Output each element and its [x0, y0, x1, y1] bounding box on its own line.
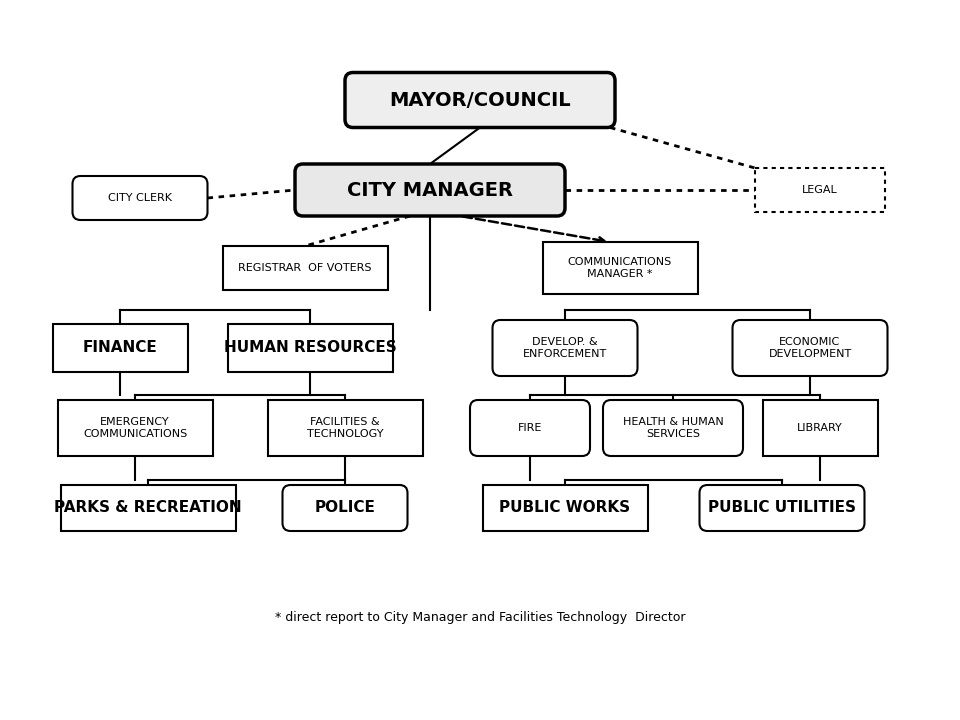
Bar	[53, 324, 187, 372]
Text: DEVELOP. &
ENFORCEMENT: DEVELOP. & ENFORCEMENT	[523, 337, 607, 359]
Bar	[60, 485, 235, 531]
Bar	[483, 485, 647, 531]
Text: HEALTH & HUMAN
SERVICES: HEALTH & HUMAN SERVICES	[623, 417, 724, 438]
Bar	[228, 324, 393, 372]
Bar	[223, 246, 388, 290]
Text: PUBLIC UTILITIES: PUBLIC UTILITIES	[708, 500, 856, 516]
FancyBboxPatch shape	[73, 176, 207, 220]
Text: LIBRARY: LIBRARY	[797, 423, 843, 433]
Bar	[755, 168, 885, 212]
Text: ECONOMIC
DEVELOPMENT: ECONOMIC DEVELOPMENT	[768, 337, 852, 359]
FancyBboxPatch shape	[345, 73, 615, 127]
Text: * direct report to City Manager and Facilities Technology  Director: * direct report to City Manager and Faci…	[275, 611, 685, 624]
Bar	[58, 400, 212, 456]
FancyBboxPatch shape	[732, 320, 887, 376]
Text: PUBLIC WORKS: PUBLIC WORKS	[499, 500, 631, 516]
Text: EMERGENCY
COMMUNICATIONS: EMERGENCY COMMUNICATIONS	[83, 417, 187, 438]
FancyBboxPatch shape	[470, 400, 590, 456]
Text: FACILITIES &
TECHNOLOGY: FACILITIES & TECHNOLOGY	[307, 417, 383, 438]
Text: COMMUNICATIONS
MANAGER *: COMMUNICATIONS MANAGER *	[568, 257, 672, 279]
Text: FIRE: FIRE	[517, 423, 542, 433]
FancyBboxPatch shape	[700, 485, 865, 531]
Bar	[268, 400, 422, 456]
FancyBboxPatch shape	[492, 320, 637, 376]
Bar	[762, 400, 877, 456]
Text: LEGAL: LEGAL	[803, 185, 838, 195]
Bar	[542, 242, 698, 294]
Text: POLICE: POLICE	[315, 500, 375, 516]
FancyBboxPatch shape	[282, 485, 407, 531]
Text: REGISTRAR  OF VOTERS: REGISTRAR OF VOTERS	[238, 263, 372, 273]
Text: CITY CLERK: CITY CLERK	[108, 193, 172, 203]
Text: MAYOR/COUNCIL: MAYOR/COUNCIL	[389, 91, 571, 109]
Text: HUMAN RESOURCES: HUMAN RESOURCES	[224, 341, 396, 356]
Text: FINANCE: FINANCE	[83, 341, 157, 356]
FancyBboxPatch shape	[295, 164, 565, 216]
Text: PARKS & RECREATION: PARKS & RECREATION	[54, 500, 242, 516]
FancyBboxPatch shape	[603, 400, 743, 456]
Text: CITY MANAGER: CITY MANAGER	[347, 181, 513, 199]
